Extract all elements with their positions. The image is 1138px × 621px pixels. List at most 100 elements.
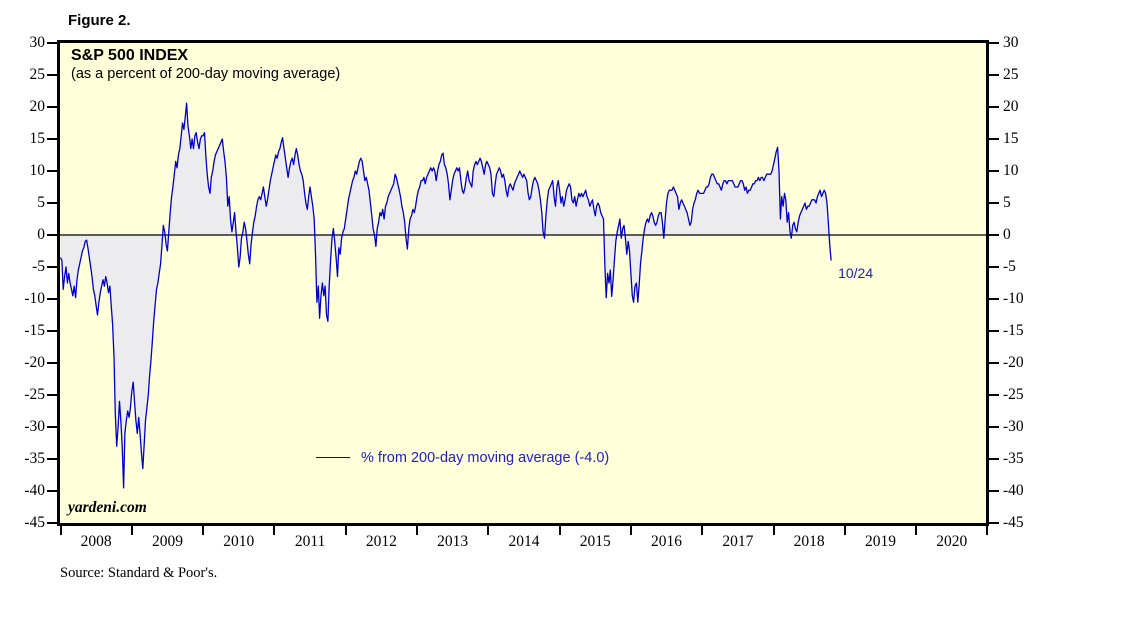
y-axis-tick-left bbox=[47, 74, 57, 76]
y-axis-tick-left bbox=[47, 458, 57, 460]
y-axis-tick-right bbox=[989, 394, 999, 396]
y-axis-tick-right bbox=[989, 170, 999, 172]
y-axis-label-right: -25 bbox=[1003, 386, 1024, 403]
x-axis-tick bbox=[843, 526, 846, 535]
x-axis-tick bbox=[558, 526, 561, 535]
y-axis-label-right: 5 bbox=[1003, 194, 1011, 211]
source-note: Source: Standard & Poor's. bbox=[60, 565, 218, 581]
y-axis-label-right: -20 bbox=[1003, 354, 1024, 371]
y-axis-label-right: 30 bbox=[1003, 34, 1019, 51]
x-axis-tick bbox=[59, 526, 62, 535]
x-year-label: 2010 bbox=[223, 533, 255, 550]
y-axis-tick-left bbox=[47, 426, 57, 428]
x-year-label: 2012 bbox=[365, 533, 397, 550]
y-axis-tick-left bbox=[47, 490, 57, 492]
y-axis-tick-right bbox=[989, 490, 999, 492]
y-axis-label-right: 15 bbox=[1003, 130, 1019, 147]
y-axis-tick-right bbox=[989, 458, 999, 460]
y-axis-tick-left bbox=[47, 298, 57, 300]
series-line bbox=[60, 102, 832, 489]
y-axis-label-left: -40 bbox=[24, 482, 45, 499]
y-axis-label-right: -10 bbox=[1003, 290, 1024, 307]
y-axis-tick-right bbox=[989, 106, 999, 108]
y-axis-tick-right bbox=[989, 330, 999, 332]
last-point-date-label: 10/24 bbox=[838, 264, 874, 281]
y-axis-tick-right bbox=[989, 74, 999, 76]
y-axis-label-right: -45 bbox=[1003, 514, 1024, 531]
y-axis-tick-left bbox=[47, 394, 57, 396]
y-axis-label-left: 30 bbox=[29, 34, 46, 51]
y-axis-label-left: -30 bbox=[24, 418, 45, 435]
y-axis-label-left: 5 bbox=[37, 194, 45, 211]
legend-line-swatch bbox=[316, 457, 350, 458]
y-axis-label-right: -35 bbox=[1003, 450, 1024, 467]
x-axis-tick bbox=[130, 526, 133, 535]
y-axis-tick-left bbox=[47, 138, 57, 140]
y-axis-tick-right bbox=[989, 522, 999, 524]
y-axis-label-right: 10 bbox=[1003, 162, 1019, 179]
legend: % from 200-day moving average (-4.0) bbox=[316, 448, 609, 467]
y-axis-label-left: -25 bbox=[24, 386, 45, 403]
x-axis-tick bbox=[344, 526, 347, 535]
watermark: yardeni.com bbox=[68, 499, 147, 516]
y-axis-label-right: 0 bbox=[1003, 226, 1011, 243]
y-axis-tick-left bbox=[47, 266, 57, 268]
x-axis-tick bbox=[202, 526, 205, 535]
y-axis-tick-left bbox=[47, 106, 57, 108]
y-axis-tick-left bbox=[47, 42, 57, 44]
area-fill bbox=[60, 103, 832, 488]
y-axis-label-right: -15 bbox=[1003, 322, 1024, 339]
y-axis-tick-left bbox=[47, 362, 57, 364]
y-axis-tick-right bbox=[989, 266, 999, 268]
y-axis-label-left: -20 bbox=[24, 354, 45, 371]
x-year-label: 2011 bbox=[294, 533, 326, 550]
y-axis-label-left: -45 bbox=[24, 514, 45, 531]
x-axis-tick bbox=[986, 526, 989, 535]
y-axis-label-right: 25 bbox=[1003, 66, 1019, 83]
x-year-label: 2008 bbox=[80, 533, 112, 550]
plot-area: S&P 500 INDEX (as a percent of 200-day m… bbox=[57, 40, 989, 526]
chart-subtitle: (as a percent of 200-day moving average) bbox=[71, 66, 341, 82]
x-year-label: 2020 bbox=[936, 533, 968, 550]
x-year-label: 2013 bbox=[437, 533, 469, 550]
x-axis-tick bbox=[487, 526, 490, 535]
x-axis-tick bbox=[701, 526, 704, 535]
y-axis-tick-left bbox=[47, 330, 57, 332]
chart-title: S&P 500 INDEX bbox=[71, 47, 189, 64]
y-axis-label-left: 10 bbox=[29, 162, 46, 179]
y-axis-label-right: -5 bbox=[1003, 258, 1016, 275]
x-axis-tick bbox=[273, 526, 276, 535]
x-axis-tick bbox=[772, 526, 775, 535]
y-axis-tick-left bbox=[47, 234, 57, 236]
x-year-label: 2018 bbox=[793, 533, 825, 550]
y-axis-tick-right bbox=[989, 298, 999, 300]
y-axis-label-left: -10 bbox=[24, 290, 45, 307]
y-axis-label-right: -30 bbox=[1003, 418, 1024, 435]
y-axis-label-left: 15 bbox=[29, 130, 46, 147]
legend-label: % from 200-day moving average (-4.0) bbox=[361, 449, 610, 466]
y-axis-tick-right bbox=[989, 362, 999, 364]
x-year-label: 2015 bbox=[579, 533, 611, 550]
y-axis-tick-left bbox=[47, 522, 57, 524]
y-axis-tick-left bbox=[47, 202, 57, 204]
x-axis-tick bbox=[629, 526, 632, 535]
x-year-label: 2019 bbox=[864, 533, 896, 550]
figure-label: Figure 2. bbox=[68, 12, 131, 29]
y-axis-tick-left bbox=[47, 170, 57, 172]
x-year-label: 2016 bbox=[651, 533, 683, 550]
y-axis-label-left: 20 bbox=[29, 98, 46, 115]
y-axis-label-right: 20 bbox=[1003, 98, 1019, 115]
x-year-label: 2014 bbox=[508, 533, 540, 550]
x-year-label: 2017 bbox=[722, 533, 754, 550]
y-axis-tick-right bbox=[989, 426, 999, 428]
y-axis-label-left: -15 bbox=[24, 322, 45, 339]
x-year-label: 2009 bbox=[151, 533, 183, 550]
y-axis-label-left: 0 bbox=[37, 226, 45, 243]
y-axis-tick-right bbox=[989, 138, 999, 140]
series-plot bbox=[60, 102, 986, 489]
y-axis-label-left: 25 bbox=[29, 66, 46, 83]
x-axis-tick bbox=[915, 526, 918, 535]
x-axis-tick bbox=[416, 526, 418, 535]
y-axis-tick-right bbox=[989, 234, 999, 236]
